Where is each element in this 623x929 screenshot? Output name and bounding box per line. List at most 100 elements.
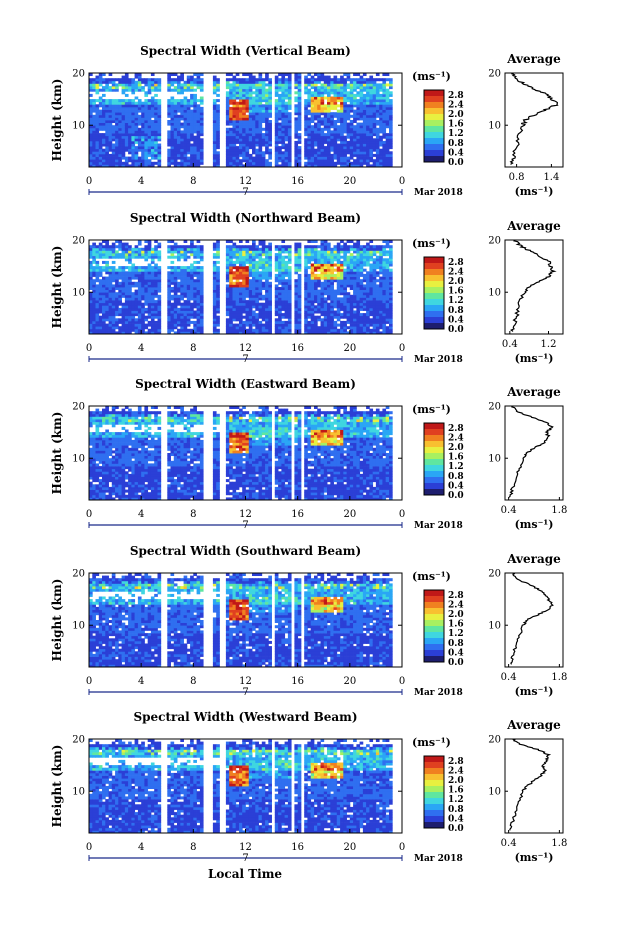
heatmap-cell — [298, 123, 302, 126]
heatmap-cell — [353, 136, 357, 139]
heatmap-cell — [154, 104, 158, 107]
heatmap-cell — [118, 311, 122, 314]
heatmap-cell — [128, 149, 132, 152]
heatmap-cell — [177, 102, 181, 105]
heatmap-cell — [184, 104, 188, 107]
heatmap-cell — [96, 248, 100, 251]
heatmap-cell — [337, 130, 341, 133]
heatmap-cell — [376, 141, 380, 144]
heatmap-cell — [229, 287, 233, 290]
heatmap-cell — [242, 133, 246, 136]
heatmap-cell — [249, 282, 253, 285]
heatmap-cell — [213, 115, 217, 118]
heatmap-cell — [154, 248, 158, 251]
heatmap-cell — [96, 125, 100, 128]
heatmap-cell — [118, 284, 122, 287]
heatmap-cell — [141, 284, 145, 287]
heatmap-cell — [216, 107, 220, 110]
heatmap-cell — [262, 277, 266, 280]
heatmap-cell — [334, 102, 338, 105]
heatmap-cell — [197, 324, 201, 327]
heatmap-cell — [233, 107, 237, 110]
heatmap-cell — [337, 264, 341, 267]
heatmap-cell — [148, 117, 152, 120]
heatmap-cell — [382, 146, 386, 149]
heatmap-cell — [99, 253, 103, 256]
heatmap-cell — [92, 279, 96, 282]
heatmap-cell — [184, 136, 188, 139]
heatmap-cell — [265, 271, 269, 274]
heatmap-cell — [386, 91, 390, 94]
heatmap-cell — [268, 290, 272, 293]
heatmap-cell — [249, 89, 253, 92]
heatmap-cell — [236, 253, 240, 256]
heatmap-cell — [356, 159, 360, 162]
heatmap-cell — [281, 287, 285, 290]
heatmap-cell — [255, 99, 259, 102]
heatmap-cell — [281, 258, 285, 261]
heatmap-cell — [213, 295, 217, 298]
heatmap-cell — [151, 133, 155, 136]
heatmap-cell — [288, 162, 292, 165]
heatmap-cell — [327, 104, 331, 107]
heatmap-cell — [200, 130, 204, 133]
heatmap-cell — [226, 159, 230, 162]
heatmap-cell — [115, 128, 119, 131]
heatmap-cell — [141, 305, 145, 308]
heatmap-cell — [268, 99, 272, 102]
heatmap-cell — [151, 324, 155, 327]
heatmap-cell — [249, 303, 253, 306]
heatmap-cell — [138, 104, 142, 107]
heatmap-cell — [255, 97, 259, 100]
heatmap-cell — [154, 128, 158, 131]
heatmap-cell — [171, 321, 175, 324]
heatmap-cell — [229, 300, 233, 303]
heatmap-cell — [275, 86, 279, 89]
heatmap-cell — [281, 115, 285, 118]
heatmap-cell — [353, 112, 357, 115]
heatmap-cell — [102, 295, 106, 298]
heatmap-cell — [317, 308, 321, 311]
heatmap-cell — [379, 104, 383, 107]
heatmap-cell — [174, 128, 178, 131]
heatmap-cell — [92, 243, 96, 246]
heatmap-cell — [386, 117, 390, 120]
heatmap-cell — [148, 300, 152, 303]
heatmap-cell — [229, 78, 233, 81]
heatmap-cell — [360, 159, 364, 162]
heatmap-cell — [347, 78, 351, 81]
heatmap-cell — [105, 282, 109, 285]
heatmap-cell — [118, 277, 122, 280]
heatmap-cell — [255, 130, 259, 133]
heatmap-cell — [265, 256, 269, 259]
heatmap-cell — [330, 308, 334, 311]
heatmap-cell — [193, 274, 197, 277]
heatmap-cell — [102, 123, 106, 126]
heatmap-cell — [112, 144, 116, 147]
heatmap-cell — [327, 329, 331, 332]
heatmap-cell — [311, 316, 315, 319]
heatmap-cell — [99, 136, 103, 139]
heatmap-cell — [246, 138, 250, 141]
heatmap-cell — [356, 261, 360, 264]
heatmap-cell — [334, 292, 338, 295]
heatmap-cell — [294, 297, 298, 300]
heatmap-cell — [148, 159, 152, 162]
heatmap-cell — [131, 136, 135, 139]
heatmap-cell — [314, 316, 318, 319]
heatmap-cell — [180, 78, 184, 81]
heatmap-cell — [171, 112, 175, 115]
heatmap-cell — [249, 117, 253, 120]
heatmap-cell — [177, 250, 181, 253]
heatmap-cell — [125, 81, 129, 84]
heatmap-cell — [118, 290, 122, 293]
heatmap-cell — [379, 162, 383, 165]
heatmap-cell — [105, 243, 109, 246]
heatmap-cell — [216, 297, 220, 300]
heatmap-cell — [177, 290, 181, 293]
heatmap-cell — [239, 151, 243, 154]
heatmap-cell — [265, 107, 269, 110]
heatmap-cell — [92, 305, 96, 308]
heatmap-cell — [389, 130, 393, 133]
heatmap-cell — [347, 91, 351, 94]
